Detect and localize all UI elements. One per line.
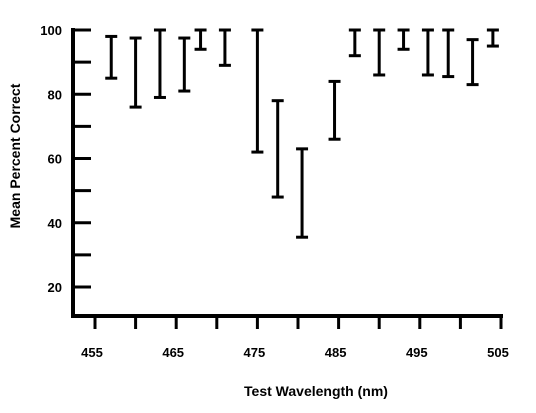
x-tick-label: 495	[406, 345, 428, 360]
x-tick-label: 485	[325, 345, 347, 360]
y-tick-label: 60	[48, 152, 62, 167]
x-tick-label: 465	[162, 345, 184, 360]
y-tick-label: 100	[40, 23, 62, 38]
error-bar	[328, 79, 341, 141]
error-bar	[129, 36, 142, 109]
error-bar	[105, 34, 118, 80]
error-bar	[466, 38, 479, 87]
error-bar	[218, 28, 231, 67]
error-bar	[421, 28, 434, 77]
error-bar	[486, 28, 499, 48]
y-tick-label: 80	[48, 87, 62, 102]
error-bar	[178, 36, 191, 93]
axes	[71, 28, 503, 318]
tick-labels: 20 40 60 80 100 455 465 475 485 495 505	[40, 23, 509, 360]
error-bar	[442, 28, 455, 79]
error-bar	[397, 28, 410, 51]
x-tick-label: 505	[487, 345, 509, 360]
x-tick-label: 455	[81, 345, 103, 360]
y-axis-title: Mean Percent Correct	[7, 83, 23, 228]
error-bar	[296, 147, 309, 239]
x-tick-label: 475	[244, 345, 266, 360]
error-bar	[194, 28, 207, 51]
y-tick-label: 40	[48, 216, 62, 231]
error-bar	[348, 28, 361, 58]
error-bar	[271, 99, 284, 199]
ticks	[73, 28, 503, 329]
error-bars	[105, 28, 499, 239]
error-bar	[153, 28, 166, 99]
error-bar	[373, 28, 386, 77]
x-axis-title: Test Wavelength (nm)	[244, 383, 388, 399]
error-bar	[251, 28, 264, 154]
y-tick-label: 20	[48, 280, 62, 295]
